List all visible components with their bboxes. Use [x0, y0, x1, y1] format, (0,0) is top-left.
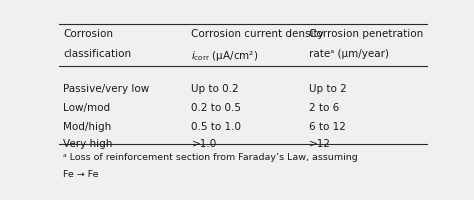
Text: 0.5 to 1.0: 0.5 to 1.0: [191, 121, 241, 131]
Text: rateᵃ (μm/year): rateᵃ (μm/year): [309, 49, 389, 59]
Text: Passive/very low: Passive/very low: [63, 83, 149, 93]
Text: Corrosion penetration: Corrosion penetration: [309, 29, 423, 39]
Text: >1.0: >1.0: [191, 139, 217, 149]
Text: 2 to 6: 2 to 6: [309, 103, 339, 112]
Text: Corrosion: Corrosion: [63, 29, 113, 39]
Text: $i_\mathrm{corr}$ (μA/cm²): $i_\mathrm{corr}$ (μA/cm²): [191, 49, 259, 63]
Text: Low/mod: Low/mod: [63, 103, 110, 112]
Text: >12: >12: [309, 139, 331, 149]
Text: 6 to 12: 6 to 12: [309, 121, 346, 131]
Text: Corrosion current density: Corrosion current density: [191, 29, 324, 39]
Text: 0.2 to 0.5: 0.2 to 0.5: [191, 103, 241, 112]
Text: classification: classification: [63, 49, 131, 59]
Text: Up to 2: Up to 2: [309, 83, 347, 93]
Text: Very high: Very high: [63, 139, 112, 149]
Text: Up to 0.2: Up to 0.2: [191, 83, 239, 93]
Text: Mod/high: Mod/high: [63, 121, 111, 131]
Text: Fe → Fe: Fe → Fe: [63, 169, 99, 178]
Text: ᵃ Loss of reinforcement section from Faraday’s Law, assuming: ᵃ Loss of reinforcement section from Far…: [63, 152, 358, 161]
